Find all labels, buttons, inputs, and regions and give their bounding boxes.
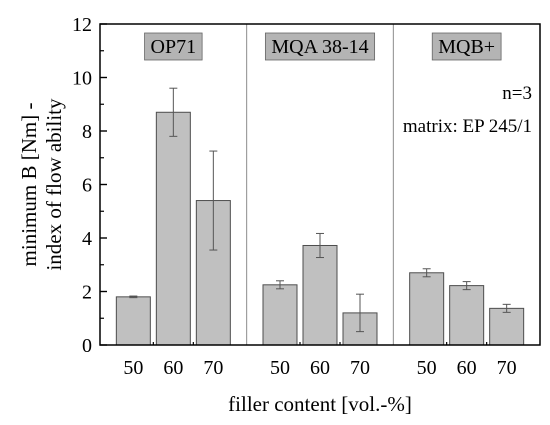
x-tick-label: 50	[417, 357, 437, 379]
group-labels: OP71 MQA 38-14 MQB+	[144, 32, 502, 61]
x-tick-label: 70	[350, 357, 370, 379]
y-tick-label: 2	[82, 282, 92, 304]
y-tick-label: 4	[82, 228, 92, 250]
y-tick-label: 12	[72, 14, 92, 36]
y-tick-label: 8	[82, 121, 92, 143]
x-tick-label: 60	[163, 357, 183, 379]
bar	[262, 284, 298, 346]
bar	[409, 272, 445, 346]
y-tick-label: 10	[72, 68, 92, 90]
y-axis-title-line-1: minimum B [Nm] -	[17, 103, 41, 267]
bar	[115, 296, 151, 346]
y-axis-ticks: 0 2 4 6 8 10 12	[72, 14, 107, 357]
plot-frame	[99, 23, 541, 346]
group-label-box	[264, 32, 376, 61]
y-tick-label: 0	[82, 335, 92, 357]
group-label-text: MQA 38-14	[271, 36, 368, 58]
bar	[155, 111, 191, 346]
group-label-text: MQB+	[438, 36, 495, 58]
bar	[302, 244, 338, 346]
group-label-text: OP71	[151, 36, 197, 58]
annotation-matrix: matrix: EP 245/1	[403, 116, 532, 137]
x-axis-ticks: 50 60 70 50 60 70 50 60 70	[123, 339, 517, 379]
group-label-box	[431, 32, 502, 61]
bar	[449, 285, 485, 346]
group-separators	[246, 24, 394, 345]
x-tick-label: 50	[123, 357, 143, 379]
x-tick-label: 70	[203, 357, 223, 379]
error-bars	[129, 87, 511, 333]
y-axis-title-line-2: index of flow ability	[42, 98, 66, 271]
annotation-sample-size: n=3	[502, 83, 532, 104]
x-tick-label: 50	[270, 357, 290, 379]
bar	[489, 307, 525, 346]
y-tick-label: 6	[82, 175, 92, 197]
group-label-box	[144, 32, 203, 61]
x-tick-label: 60	[310, 357, 330, 379]
x-tick-label: 70	[497, 357, 517, 379]
x-tick-label: 60	[457, 357, 477, 379]
x-axis-title: filler content [vol.-%]	[228, 392, 412, 416]
bars	[115, 111, 525, 346]
